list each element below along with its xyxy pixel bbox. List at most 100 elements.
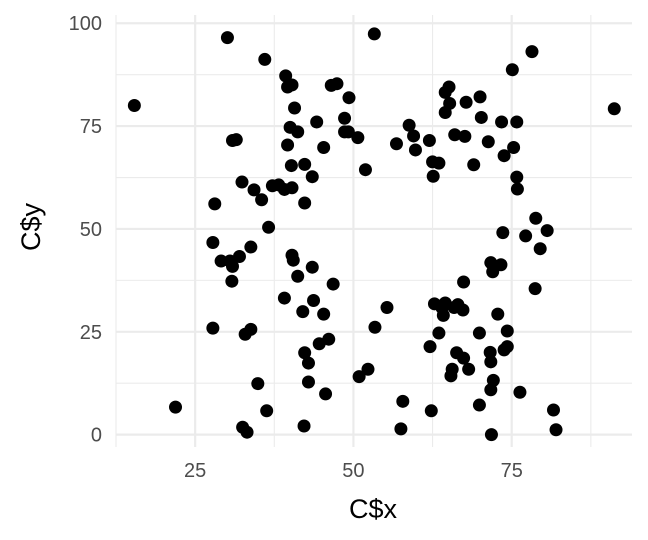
scatter-point [317,307,331,321]
scatter-point [510,182,524,196]
scatter-point [483,345,497,359]
scatter-point [225,259,239,273]
scatter-point [389,137,403,151]
scatter-point [260,404,274,418]
scatter-point [285,78,299,92]
x-tick-label: 50 [342,460,364,482]
scatter-point [258,52,272,66]
scatter-point [206,321,220,335]
scatter-point [513,385,527,399]
scatter-point [519,229,533,243]
scatter-point [247,183,261,197]
scatter-point [505,63,519,77]
scatter-point [229,133,243,147]
scatter-point [358,163,372,177]
scatter-point [240,425,254,439]
scatter-point [396,394,410,408]
scatter-point [467,158,481,172]
scatter-point [456,303,470,317]
scatter-point [549,423,563,437]
scatter-point [497,149,511,163]
scatter-point [422,133,436,147]
scatter-point [484,355,498,369]
scatter-point [368,320,382,334]
scatter-point [285,181,299,195]
scatter-point [495,115,509,129]
scatter-point [472,326,486,340]
x-tick-label: 25 [184,460,206,482]
scatter-point [510,170,524,184]
scatter-point [286,253,300,267]
scatter-point [510,115,524,129]
scatter-point [432,326,446,340]
scatter-point [546,403,560,417]
scatter-point [326,277,340,291]
scatter-point [458,129,472,143]
scatter-point [402,118,416,132]
scatter-point [322,332,336,346]
scatter-point [423,340,437,354]
scatter-point [367,27,381,41]
x-tick-label: 75 [501,460,523,482]
major-gridlines [116,15,632,447]
scatter-point [472,398,486,412]
scatter-point [225,274,239,288]
scatter-point [481,135,495,149]
x-axis-title: C$x [349,494,398,524]
scatter-point [297,419,311,433]
scatter-point [301,356,315,370]
scatter-point [352,370,366,384]
scatter-point [528,282,542,296]
scatter-point [338,111,352,125]
y-tick-label: 50 [80,219,102,241]
y-tick-label: 100 [69,13,102,35]
scatter-point [473,90,487,104]
scatter-point [474,110,488,124]
scatter-point [408,143,422,157]
scatter-point [436,308,450,322]
scatter-point [500,324,514,338]
scatter-point [494,258,508,272]
scatter-point [255,193,269,207]
scatter-point [307,294,321,308]
scatter-point [291,269,305,283]
scatter-point [127,99,141,113]
scatter-point [262,220,276,234]
scatter-point [330,77,344,91]
scatter-point [525,45,539,59]
scatter-point [361,362,375,376]
scatter-point [533,242,547,256]
scatter-point [284,159,298,173]
data-points [127,27,621,442]
scatter-point [279,69,293,83]
scatter-point [317,140,331,154]
scatter-point [251,377,265,391]
scatter-point [288,101,302,115]
scatter-point [426,169,440,183]
scatter-point [491,307,505,321]
minor-gridlines [115,15,632,447]
scatter-point [486,373,500,387]
scatter-point [319,387,333,401]
x-axis-tick-labels: 25 50 75 [184,460,523,482]
scatter-point [298,157,312,171]
scatter-point [448,128,462,142]
scatter-point [484,428,498,442]
scatter-point [457,275,471,289]
scatter-point [310,115,324,129]
scatter-point [407,129,421,143]
scatter-point [291,125,305,139]
scatter-point [305,260,319,274]
scatter-point [540,224,554,238]
scatter-point [607,102,621,116]
scatter-point [462,362,476,376]
y-axis-tick-labels: 0 25 50 75 100 [69,13,102,446]
scatter-point [206,236,220,250]
scatter-point [445,362,459,376]
scatter-point [341,125,355,139]
y-tick-label: 25 [80,322,102,344]
scatter-point [424,404,438,418]
scatter-point [342,91,356,105]
scatter-point [208,197,222,211]
